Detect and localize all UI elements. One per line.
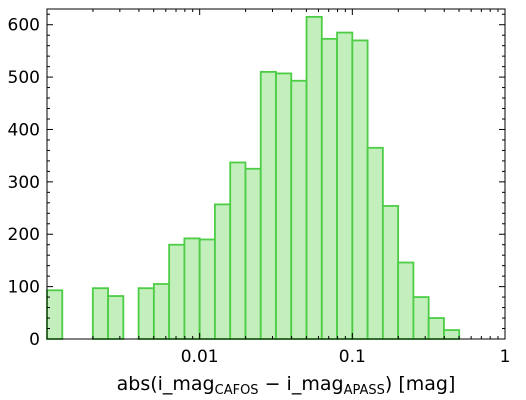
y-axis-ticks: 0 100 200 300 400 500 600 [8,13,505,350]
histogram-bar [214,203,232,340]
x-axis-label-part-2: − i_mag [259,373,344,395]
x-tick-label: 1 [500,347,511,367]
y-tick-label: 500 [8,68,40,88]
histogram-bar [305,15,323,340]
plot-frame [46,8,506,340]
histogram-bar [443,329,461,340]
histogram-bar [107,295,125,340]
histogram-bar [183,237,201,340]
histogram-bar [168,243,186,340]
histogram-bar [366,146,384,340]
histogram-bar [397,261,415,340]
y-tick-label: 300 [8,173,40,193]
x-axis-ticks: 0.01 0.1 1 [92,9,511,367]
histogram-bar [320,37,338,340]
histogram-bar [351,39,369,340]
y-tick-label: 200 [8,225,40,245]
histogram-bar [91,287,109,340]
x-axis-label-part-1: abs(i_mag [117,373,215,395]
histogram-bar [381,205,400,340]
histogram-bar [244,167,262,340]
histogram-bar [427,317,445,340]
y-tick-label: 0 [29,330,40,350]
x-axis-label-subscript-1: CAFOS [215,383,259,398]
histogram-bar [336,31,354,340]
x-tick-label: 0.01 [181,347,219,367]
y-tick-label: 400 [8,120,40,140]
y-tick-label: 600 [8,16,40,36]
histogram-bar [137,287,155,340]
histogram-bar [290,79,308,340]
histogram-bar [275,72,293,340]
histogram-bar [198,238,216,340]
x-tick-label: 0.1 [339,347,366,367]
x-axis-label-part-3: ) [mag] [385,373,456,395]
x-axis-label-subscript-2: APASS [344,383,385,398]
x-axis-label: abs(i_magCAFOS − i_magAPASS) [mag] [117,373,456,398]
histogram-bar [259,70,277,340]
histogram-bar [412,296,430,340]
histogram-bar [229,161,247,340]
y-tick-label: 100 [8,278,40,298]
histogram-bars [46,15,461,340]
histogram-bar [152,283,171,340]
